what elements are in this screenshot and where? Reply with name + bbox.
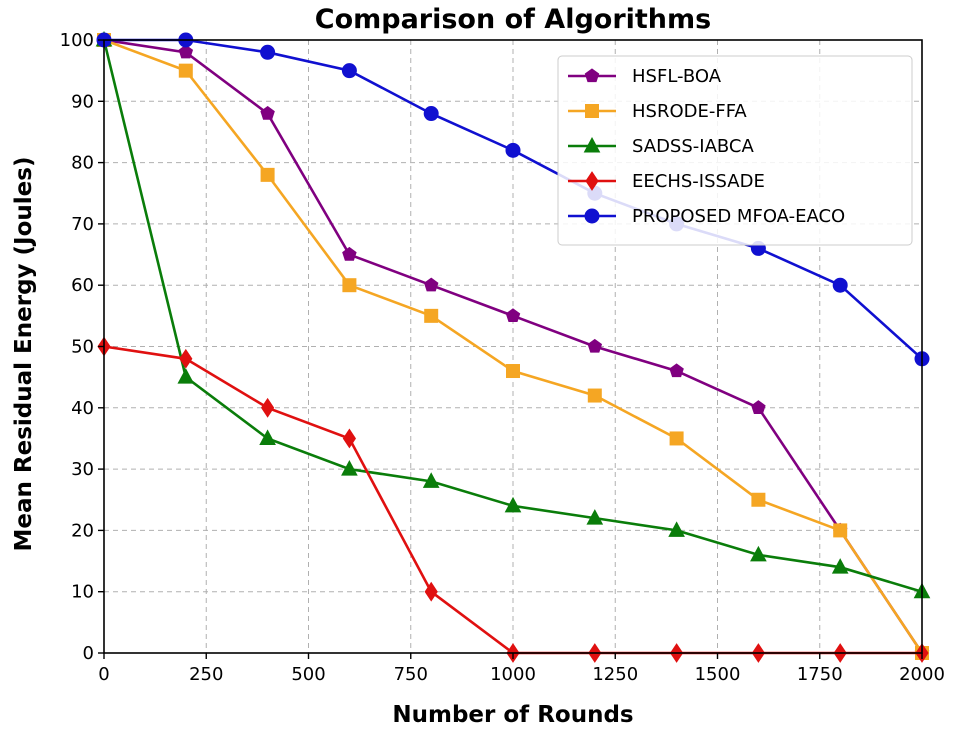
legend-label-proposed-mfoa-eaco: PROPOSED MFOA-EACO <box>632 206 845 227</box>
x-tick-label: 2000 <box>899 664 945 685</box>
legend-label-eechs-issade: EECHS-ISSADE <box>632 171 765 192</box>
x-tick-label: 750 <box>394 664 428 685</box>
legend-item-sadss-iabca: SADSS-IABCA <box>568 136 755 157</box>
data-point-hsfl-boa <box>342 246 357 261</box>
data-point-sadss-iabca <box>259 429 276 445</box>
x-axis-label: Number of Rounds <box>392 702 633 728</box>
data-point-proposed-mfoa-eaco <box>423 106 439 122</box>
data-point-sadss-iabca <box>668 521 685 537</box>
data-point-sadss-iabca <box>831 558 849 574</box>
data-point-sadss-iabca <box>177 368 195 384</box>
legend-label-hsrode-ffa: HSRODE-FFA <box>632 101 747 122</box>
data-point-hsrode-ffa <box>669 431 684 446</box>
x-tick-label: 1000 <box>490 664 536 685</box>
data-point-proposed-mfoa-eaco <box>260 44 276 60</box>
data-point-sadss-iabca <box>422 472 440 488</box>
data-point-hsfl-boa <box>587 338 603 353</box>
data-point-eechs-issade <box>342 428 357 449</box>
data-point-proposed-mfoa-eaco <box>505 142 521 158</box>
data-point-eechs-issade <box>179 348 193 369</box>
series-proposed-mfoa-eaco <box>96 32 930 367</box>
y-tick-label: 0 <box>83 643 94 664</box>
x-tick-label: 1500 <box>695 664 741 685</box>
data-point-eechs-issade <box>260 397 275 418</box>
y-tick-label: 30 <box>71 459 94 480</box>
data-point-hsfl-boa <box>178 44 194 59</box>
legend-item-proposed-mfoa-eaco: PROPOSED MFOA-EACO <box>568 206 845 227</box>
y-tick-label: 50 <box>71 337 94 358</box>
data-point-sadss-iabca <box>504 496 522 513</box>
data-point-hsrode-ffa <box>342 278 357 293</box>
data-point-hsrode-ffa <box>424 308 439 323</box>
legend-label-sadss-iabca: SADSS-IABCA <box>632 136 755 157</box>
data-point-proposed-mfoa-eaco <box>341 63 357 79</box>
legend-marker-sadss-iabca <box>583 136 601 153</box>
y-tick-label: 80 <box>71 153 94 174</box>
y-tick-label: 70 <box>71 214 94 235</box>
legend-item-hsfl-boa: HSFL-BOA <box>568 66 722 87</box>
data-point-hsrode-ffa <box>587 388 602 403</box>
y-tick-label: 20 <box>71 520 94 541</box>
data-point-sadss-iabca <box>341 460 358 476</box>
data-point-sadss-iabca <box>750 545 767 562</box>
data-point-hsfl-boa <box>423 277 439 292</box>
data-point-proposed-mfoa-eaco <box>832 277 848 293</box>
data-point-hsfl-boa <box>505 308 521 323</box>
x-tick-label: 0 <box>98 664 109 685</box>
y-tick-label: 40 <box>71 398 94 419</box>
data-point-sadss-iabca <box>586 509 604 525</box>
legend-item-hsrode-ffa: HSRODE-FFA <box>568 101 747 122</box>
legend: HSFL-BOA HSRODE-FFA SADSS-IABCA EECHS-ISSAD… <box>557 55 913 246</box>
data-point-hsrode-ffa <box>260 167 275 182</box>
series-sadss-iabca <box>95 30 931 599</box>
x-tick-label: 1750 <box>797 664 843 685</box>
x-tick-label: 1250 <box>592 664 638 685</box>
legend-box <box>557 55 913 246</box>
data-point-hsrode-ffa <box>178 63 193 78</box>
x-tick-label: 500 <box>291 664 325 685</box>
legend-label-hsfl-boa: HSFL-BOA <box>632 66 722 87</box>
legend-marker-eechs-issade <box>585 171 599 191</box>
y-axis-label: Mean Residual Energy (Joules) <box>11 157 37 552</box>
axis-ticks: 0 250 500 750 1000 1250 1500 1750 2000 0 10 20 30 40 5… <box>60 30 945 685</box>
legend-marker-proposed-mfoa-eaco <box>584 208 600 224</box>
data-point-hsrode-ffa <box>506 364 520 379</box>
x-tick-label: 250 <box>189 664 223 685</box>
data-point-hsfl-boa <box>669 363 684 378</box>
legend-item-eechs-issade: EECHS-ISSADE <box>568 171 765 192</box>
data-point-hsrode-ffa <box>833 523 848 538</box>
data-point-hsrode-ffa <box>751 492 766 507</box>
chart-title: Comparison of Algorithms <box>315 4 711 35</box>
legend-marker-hsfl-boa <box>584 68 600 83</box>
data-point-hsfl-boa <box>751 400 766 414</box>
data-point-hsfl-boa <box>260 105 275 120</box>
y-tick-label: 100 <box>60 30 94 51</box>
y-tick-label: 60 <box>71 275 94 296</box>
data-point-eechs-issade <box>424 581 438 602</box>
y-tick-label: 10 <box>71 582 94 603</box>
y-tick-label: 90 <box>71 91 94 112</box>
legend-marker-hsrode-ffa <box>585 104 599 118</box>
